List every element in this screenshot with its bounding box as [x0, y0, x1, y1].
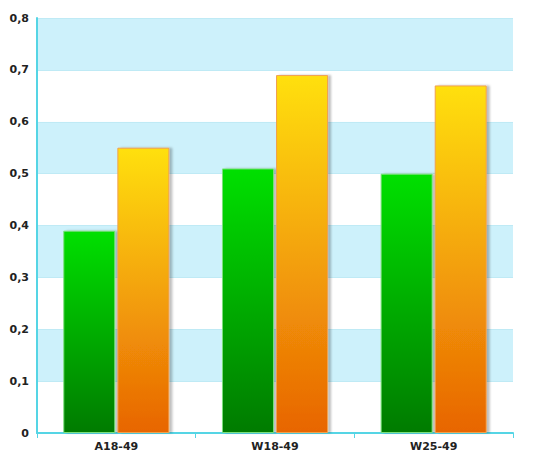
svg-text:0,1: 0,1 [10, 375, 30, 388]
svg-text:0: 0 [21, 427, 29, 440]
svg-text:W25-49: W25-49 [410, 440, 457, 453]
svg-text:0,3: 0,3 [10, 271, 30, 284]
svg-text:0,8: 0,8 [10, 12, 30, 25]
svg-text:0,5: 0,5 [10, 167, 30, 180]
svg-text:0,6: 0,6 [10, 115, 30, 128]
svg-text:W18-49: W18-49 [251, 440, 298, 453]
svg-text:0,2: 0,2 [10, 323, 30, 336]
svg-text:0,7: 0,7 [10, 63, 30, 76]
svg-text:0,4: 0,4 [10, 219, 30, 232]
svg-text:A18-49: A18-49 [94, 440, 138, 453]
